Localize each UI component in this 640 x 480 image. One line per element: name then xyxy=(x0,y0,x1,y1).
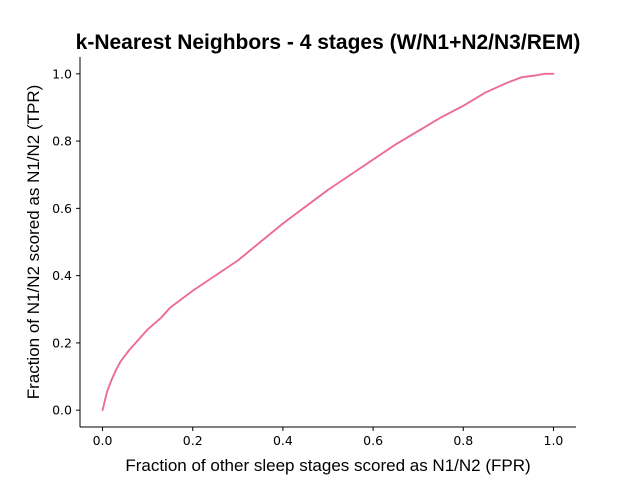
y-tick-label: 0.8 xyxy=(52,134,72,149)
x-tick-label: 0.2 xyxy=(183,433,203,448)
y-tick-label: 0.2 xyxy=(52,335,72,350)
plot-area: 0.0 0.2 0.4 0.6 0.8 1.0 0.0 0.2 0.4 0.6 0.8 1.0 xyxy=(52,57,576,448)
x-tick-label: 0.8 xyxy=(453,433,473,448)
x-tick-label: 0.6 xyxy=(363,433,383,448)
y-tick-label: 0.0 xyxy=(52,403,72,418)
x-tick-label: 0.4 xyxy=(273,433,293,448)
y-tick-label: 0.4 xyxy=(52,268,72,283)
y-axis-ticks: 0.0 0.2 0.4 0.6 0.8 1.0 xyxy=(52,66,80,418)
x-axis-ticks: 0.0 0.2 0.4 0.6 0.8 1.0 xyxy=(93,427,564,448)
x-tick-label: 1.0 xyxy=(544,433,564,448)
x-tick-label: 0.0 xyxy=(93,433,113,448)
y-axis-label: Fraction of N1/N2 scored as N1/N2 (TPR) xyxy=(24,85,43,400)
roc-curve-line xyxy=(101,72,555,412)
y-tick-label: 1.0 xyxy=(52,66,72,81)
y-tick-label: 0.6 xyxy=(52,201,72,216)
chart-title: k-Nearest Neighbors - 4 stages (W/N1+N2/… xyxy=(76,31,581,54)
series-group xyxy=(101,72,555,412)
x-axis-label: Fraction of other sleep stages scored as… xyxy=(125,456,530,475)
